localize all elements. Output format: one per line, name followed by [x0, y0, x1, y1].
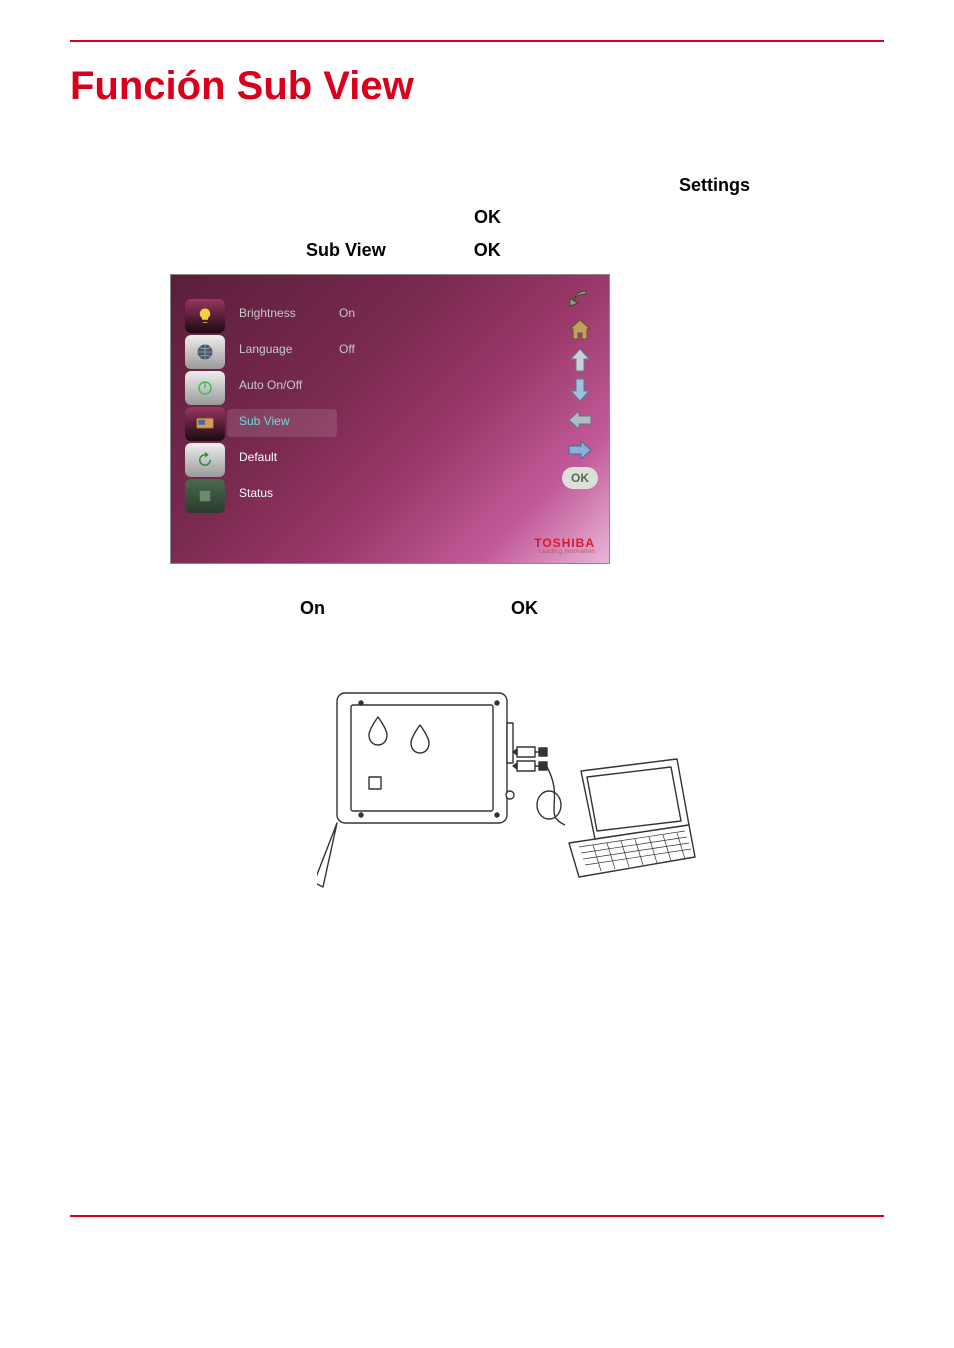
right-nav-icons: OK	[561, 285, 599, 489]
menu-row-auto: Auto On/Off	[239, 375, 355, 395]
bulb-icon	[185, 299, 225, 333]
menu-row-subview: Sub View	[239, 411, 355, 431]
step-subview-row: Sub View OK	[170, 234, 844, 266]
ok-badge: OK	[562, 467, 598, 489]
menu-icon-column	[185, 299, 227, 513]
menu-row-brightness: Brightness On	[239, 303, 355, 323]
step-ok-row: OK	[170, 201, 844, 233]
bottom-divider	[70, 1215, 884, 1217]
menu-row-default: Default	[239, 447, 355, 467]
left-arrow-icon	[563, 405, 597, 435]
subview-label: Sub View	[306, 234, 386, 266]
ok-label-2: OK	[474, 234, 501, 266]
menu-label: Status	[239, 486, 311, 500]
section-title: Función Sub View	[70, 64, 884, 109]
on-label: On	[300, 592, 325, 624]
step-settings-row: Settings	[170, 169, 844, 201]
menu-label: Language	[239, 342, 311, 356]
down-arrow-icon	[563, 375, 597, 405]
footer-area	[70, 1215, 884, 1217]
menu-labels: Brightness On Language Off Auto On/Off S…	[239, 303, 355, 503]
display-icon	[185, 407, 225, 441]
right-arrow-icon	[563, 435, 597, 465]
menu-row-status: Status	[239, 483, 355, 503]
brand-tagline: Leading Innovation	[534, 549, 595, 555]
top-divider	[70, 40, 884, 42]
device-screenshot-wrap: Brightness On Language Off Auto On/Off S…	[170, 274, 844, 564]
info-icon	[185, 479, 225, 513]
back-arrow-icon	[563, 285, 597, 315]
menu-label: Sub View	[239, 414, 311, 428]
menu-label: Auto On/Off	[239, 378, 311, 392]
toshiba-brand: TOSHIBA Leading Innovation	[534, 537, 595, 555]
globe-icon	[185, 335, 225, 369]
menu-value: On	[339, 306, 355, 320]
menu-label: Brightness	[239, 306, 311, 320]
connection-diagram-wrap	[170, 675, 844, 915]
home-icon	[563, 315, 597, 345]
up-arrow-icon	[563, 345, 597, 375]
step-on-row: On OK	[170, 592, 844, 624]
power-icon	[185, 371, 225, 405]
menu-label: Default	[239, 450, 311, 464]
ok-label-1: OK	[474, 201, 501, 233]
connection-diagram	[317, 675, 697, 915]
menu-row-language: Language Off	[239, 339, 355, 359]
ok-label-3: OK	[511, 592, 538, 624]
menu-value: Off	[339, 342, 355, 356]
device-screenshot: Brightness On Language Off Auto On/Off S…	[170, 274, 610, 564]
settings-label: Settings	[679, 175, 750, 195]
content-block: Settings OK Sub View OK	[70, 169, 884, 915]
refresh-icon	[185, 443, 225, 477]
brand-text: TOSHIBA	[534, 537, 595, 549]
